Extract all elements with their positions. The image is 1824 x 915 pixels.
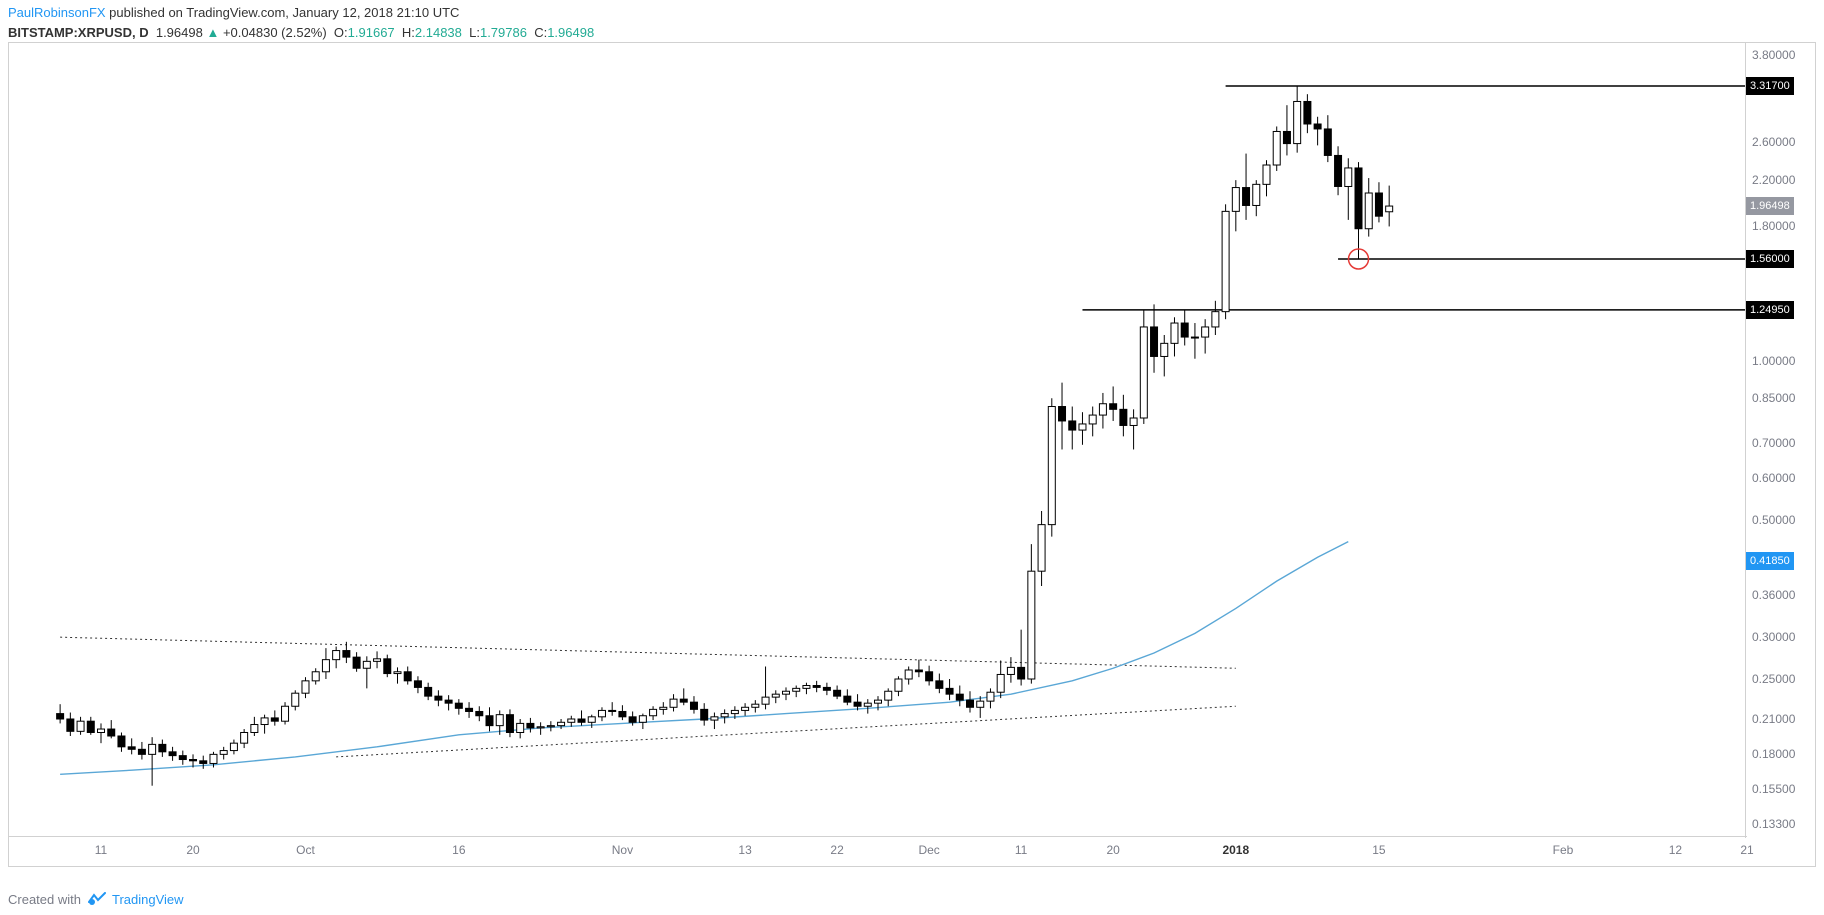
- x-tick: 2018: [1222, 843, 1249, 857]
- x-tick: 13: [738, 843, 751, 857]
- y-tick: 0.13300: [1752, 817, 1795, 831]
- l-value: 1.79786: [480, 25, 527, 40]
- y-tick: 0.18000: [1752, 747, 1795, 761]
- x-tick: Dec: [918, 843, 939, 857]
- y-tick: 1.80000: [1752, 219, 1795, 233]
- price-flag: 0.41850: [1746, 552, 1794, 570]
- x-axis[interactable]: 1120Oct16Nov1322Dec1120201815Feb1221: [9, 836, 1747, 866]
- price-flag: 1.56000: [1746, 250, 1794, 268]
- x-tick: Nov: [612, 843, 633, 857]
- x-tick: Oct: [296, 843, 315, 857]
- symbol-label: BITSTAMP:XRPUSD, D: [8, 25, 149, 40]
- h-value: 2.14838: [415, 25, 462, 40]
- x-tick: 22: [830, 843, 843, 857]
- o-label: O:: [334, 25, 348, 40]
- x-tick: 20: [186, 843, 199, 857]
- chart-svg: [9, 43, 1747, 838]
- y-tick: 1.00000: [1752, 354, 1795, 368]
- y-tick: 0.25000: [1752, 672, 1795, 686]
- tradingview-brand: TradingView: [112, 892, 184, 907]
- h-label: H:: [402, 25, 415, 40]
- last-price: 1.96498: [156, 25, 203, 40]
- publish-meta: published on TradingView.com, January 12…: [106, 5, 460, 20]
- price-flag: 3.31700: [1746, 77, 1794, 95]
- y-tick: 0.60000: [1752, 471, 1795, 485]
- x-tick: 12: [1669, 843, 1682, 857]
- y-tick: 2.60000: [1752, 135, 1795, 149]
- y-tick: 2.20000: [1752, 173, 1795, 187]
- publish-header: PaulRobinsonFX published on TradingView.…: [0, 0, 1824, 25]
- y-tick: 0.30000: [1752, 630, 1795, 644]
- y-tick: 3.80000: [1752, 48, 1795, 62]
- x-tick: 20: [1106, 843, 1119, 857]
- tradingview-logo-icon: [88, 892, 106, 909]
- change-value: +0.04830 (2.52%): [223, 25, 327, 40]
- price-flag: 1.96498: [1746, 197, 1794, 215]
- c-label: C:: [534, 25, 547, 40]
- x-tick: Feb: [1553, 843, 1574, 857]
- plot-area[interactable]: [9, 43, 1747, 838]
- y-tick: 0.85000: [1752, 391, 1795, 405]
- y-axis[interactable]: 3.80000 2.60000 2.20000 1.80000 1.00000 0.850…: [1745, 43, 1815, 838]
- x-tick: 16: [452, 843, 465, 857]
- x-tick: 11: [1015, 843, 1027, 857]
- created-with: Created with: [8, 892, 81, 907]
- c-value: 1.96498: [547, 25, 594, 40]
- y-tick: 0.15500: [1752, 782, 1795, 796]
- y-tick: 0.21000: [1752, 712, 1795, 726]
- x-tick: 21: [1740, 843, 1753, 857]
- author-name: PaulRobinsonFX: [8, 5, 106, 20]
- l-label: L:: [469, 25, 480, 40]
- price-flag: 1.24950: [1746, 301, 1794, 319]
- up-arrow-icon: ▲: [206, 25, 219, 40]
- y-tick: 0.50000: [1752, 513, 1795, 527]
- x-tick: 11: [95, 843, 107, 857]
- y-tick: 0.36000: [1752, 588, 1795, 602]
- o-value: 1.91667: [348, 25, 395, 40]
- chart-container[interactable]: 3.80000 2.60000 2.20000 1.80000 1.00000 0.850…: [8, 42, 1816, 867]
- x-tick: 15: [1372, 843, 1385, 857]
- y-tick: 0.70000: [1752, 436, 1795, 450]
- footer: Created with TradingView: [8, 892, 184, 909]
